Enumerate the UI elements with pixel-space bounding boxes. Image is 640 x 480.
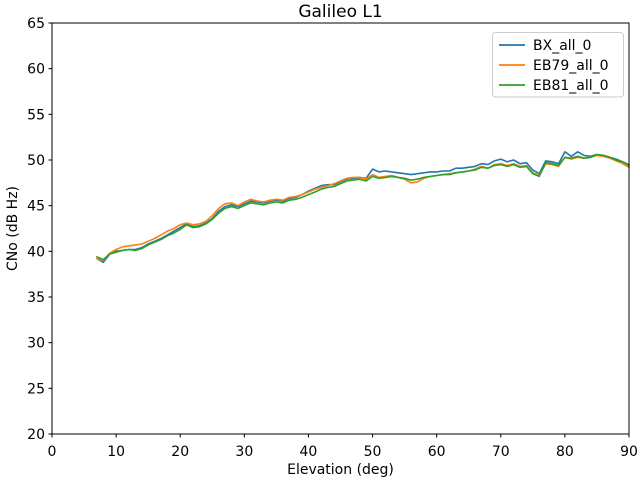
x-tick-label: 10 xyxy=(107,444,125,460)
legend-label-bx: BX_all_0 xyxy=(533,38,591,54)
chart-title: Galileo L1 xyxy=(298,2,382,22)
x-tick-label: 40 xyxy=(300,444,318,460)
legend-entry: BX_all_0 xyxy=(499,38,591,54)
plot-border xyxy=(51,22,630,435)
y-tick-label: 65 xyxy=(27,16,45,32)
legend-entry: EB79_all_0 xyxy=(499,58,609,74)
plot-lines xyxy=(96,151,630,264)
legend-frame xyxy=(492,32,624,98)
y-tick-label: 20 xyxy=(27,427,45,443)
x-tick-label: 30 xyxy=(235,444,253,460)
legend-label-eb81: EB81_all_0 xyxy=(533,78,609,94)
y-tick-label: 25 xyxy=(27,381,45,397)
x-tick-label: 70 xyxy=(492,444,510,460)
y-tick-label: 30 xyxy=(27,336,45,352)
x-axis-label: Elevation (deg) xyxy=(287,462,394,478)
y-axis-label: CNo (dB Hz) xyxy=(5,186,21,271)
y-tick-label: 40 xyxy=(27,244,45,260)
legend-entry: EB81_all_0 xyxy=(499,78,609,94)
x-tick-label: 90 xyxy=(620,444,638,460)
y-tick-label: 50 xyxy=(27,153,45,169)
y-tick-label: 55 xyxy=(27,107,45,123)
x-tick-label: 0 xyxy=(48,444,57,460)
y-tick-label: 35 xyxy=(27,290,45,306)
line-series-eb79_all_0 xyxy=(96,154,630,262)
x-tick-label: 60 xyxy=(428,444,446,460)
legend-label-eb79: EB79_all_0 xyxy=(533,58,609,74)
legend: BX_all_0 EB79_all_0 EB81_all_0 xyxy=(492,32,624,98)
axis-ticks: 0 10 20 30 40 50 60 70 80 90 20 25 30 35 40 45 50 55 60 65 xyxy=(27,16,638,460)
x-tick-label: 80 xyxy=(556,444,574,460)
x-tick-label: 50 xyxy=(364,444,382,460)
y-tick-label: 45 xyxy=(27,199,45,215)
y-tick-label: 60 xyxy=(27,62,45,78)
line-series-bx_all_0 xyxy=(96,151,630,264)
x-tick-label: 20 xyxy=(171,444,189,460)
line-series-eb81_all_0 xyxy=(96,153,630,261)
